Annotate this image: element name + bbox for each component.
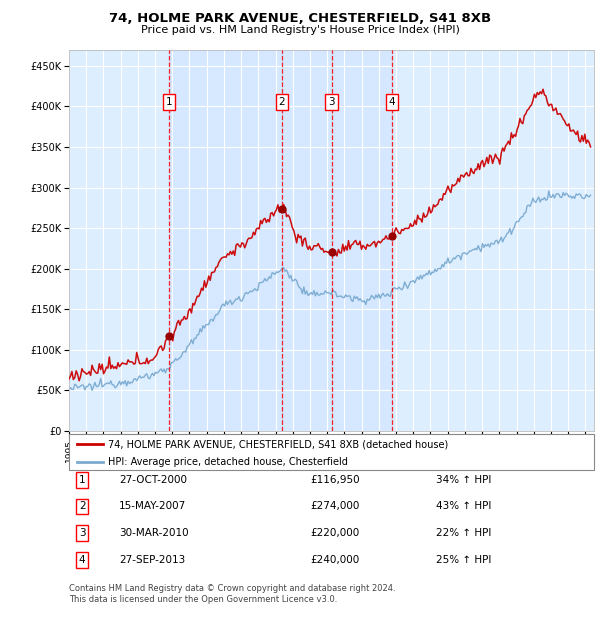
Text: 1: 1: [79, 475, 85, 485]
Text: 2: 2: [278, 97, 285, 107]
Text: 74, HOLME PARK AVENUE, CHESTERFIELD, S41 8XB (detached house): 74, HOLME PARK AVENUE, CHESTERFIELD, S41…: [109, 439, 449, 449]
Text: Contains HM Land Registry data © Crown copyright and database right 2024.: Contains HM Land Registry data © Crown c…: [69, 584, 395, 593]
Text: 15-MAY-2007: 15-MAY-2007: [119, 502, 186, 512]
Text: £274,000: £274,000: [311, 502, 360, 512]
Text: 4: 4: [388, 97, 395, 107]
Text: 2: 2: [79, 502, 85, 512]
Text: 43% ↑ HPI: 43% ↑ HPI: [437, 502, 492, 512]
Text: This data is licensed under the Open Government Licence v3.0.: This data is licensed under the Open Gov…: [69, 595, 337, 604]
FancyBboxPatch shape: [69, 434, 594, 470]
Bar: [169, 50, 282, 431]
Text: 34% ↑ HPI: 34% ↑ HPI: [437, 475, 492, 485]
Bar: [331, 50, 392, 431]
Text: 3: 3: [328, 97, 335, 107]
Text: £220,000: £220,000: [311, 528, 360, 538]
Text: Price paid vs. HM Land Registry's House Price Index (HPI): Price paid vs. HM Land Registry's House …: [140, 25, 460, 35]
Bar: [282, 50, 331, 431]
Text: HPI: Average price, detached house, Chesterfield: HPI: Average price, detached house, Ches…: [109, 457, 348, 467]
Text: 27-OCT-2000: 27-OCT-2000: [119, 475, 187, 485]
Text: 74, HOLME PARK AVENUE, CHESTERFIELD, S41 8XB: 74, HOLME PARK AVENUE, CHESTERFIELD, S41…: [109, 12, 491, 25]
Text: 22% ↑ HPI: 22% ↑ HPI: [437, 528, 492, 538]
Text: 4: 4: [79, 555, 85, 565]
Text: 3: 3: [79, 528, 85, 538]
Text: 30-MAR-2010: 30-MAR-2010: [119, 528, 188, 538]
Text: 27-SEP-2013: 27-SEP-2013: [119, 555, 185, 565]
Text: 25% ↑ HPI: 25% ↑ HPI: [437, 555, 492, 565]
Text: 1: 1: [166, 97, 172, 107]
Text: £116,950: £116,950: [311, 475, 360, 485]
Text: £240,000: £240,000: [311, 555, 360, 565]
